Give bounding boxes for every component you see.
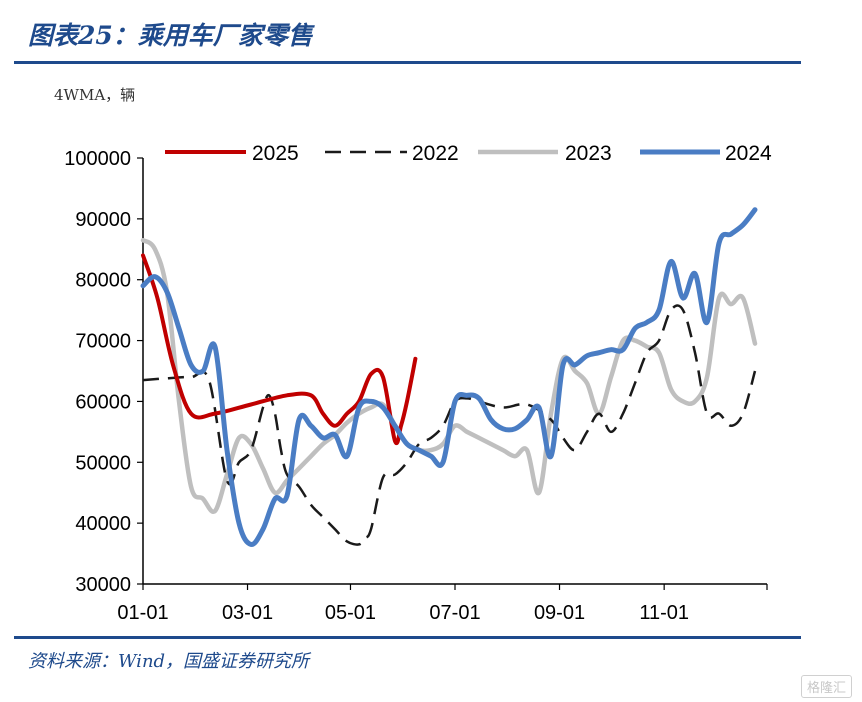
line-chart: 30000 40000 50000 60000 70000 80000 90000 10000… xyxy=(64,142,772,624)
title-rule xyxy=(14,61,801,64)
figure-title: 图表25：乘用车厂家零售 xyxy=(28,21,313,50)
unit-label: 4WMA，辆 xyxy=(54,86,136,104)
series-line-2022 xyxy=(142,304,757,546)
y-tick-label: 50000 xyxy=(75,452,131,474)
x-tick-label: 11-01 xyxy=(639,602,689,624)
x-tick-label: 05-01 xyxy=(325,602,376,624)
watermark-logo: 格隆汇 xyxy=(800,675,852,698)
legend-label-2023: 2023 xyxy=(565,142,612,165)
series-line-2025 xyxy=(141,253,418,445)
x-tick-label: 07-01 xyxy=(429,602,480,624)
y-tick-label: 60000 xyxy=(75,391,131,413)
legend-label-2024: 2024 xyxy=(725,142,772,165)
x-tick-label: 01-01 xyxy=(117,602,168,624)
series-line-2024 xyxy=(140,207,758,547)
source-rule xyxy=(14,636,801,639)
y-tick-label: 80000 xyxy=(75,270,131,292)
chart-legend: 2025 2022 2023 2024 xyxy=(165,142,772,165)
x-tick-label: 09-01 xyxy=(534,602,585,624)
legend-label-2022: 2022 xyxy=(412,142,459,165)
y-tick-label: 30000 xyxy=(75,574,131,596)
chart-axes: 30000 40000 50000 60000 70000 80000 90000 10000… xyxy=(64,148,768,624)
y-tick-label: 40000 xyxy=(75,513,131,535)
source-note: 资料来源：Wind，国盛证券研究所 xyxy=(28,651,310,672)
y-tick-label: 70000 xyxy=(75,331,131,353)
y-tick-label: 100000 xyxy=(64,148,131,170)
chart-series xyxy=(140,207,758,547)
legend-label-2025: 2025 xyxy=(252,142,299,165)
x-tick-label: 03-01 xyxy=(222,602,273,624)
y-tick-label: 90000 xyxy=(75,209,131,231)
